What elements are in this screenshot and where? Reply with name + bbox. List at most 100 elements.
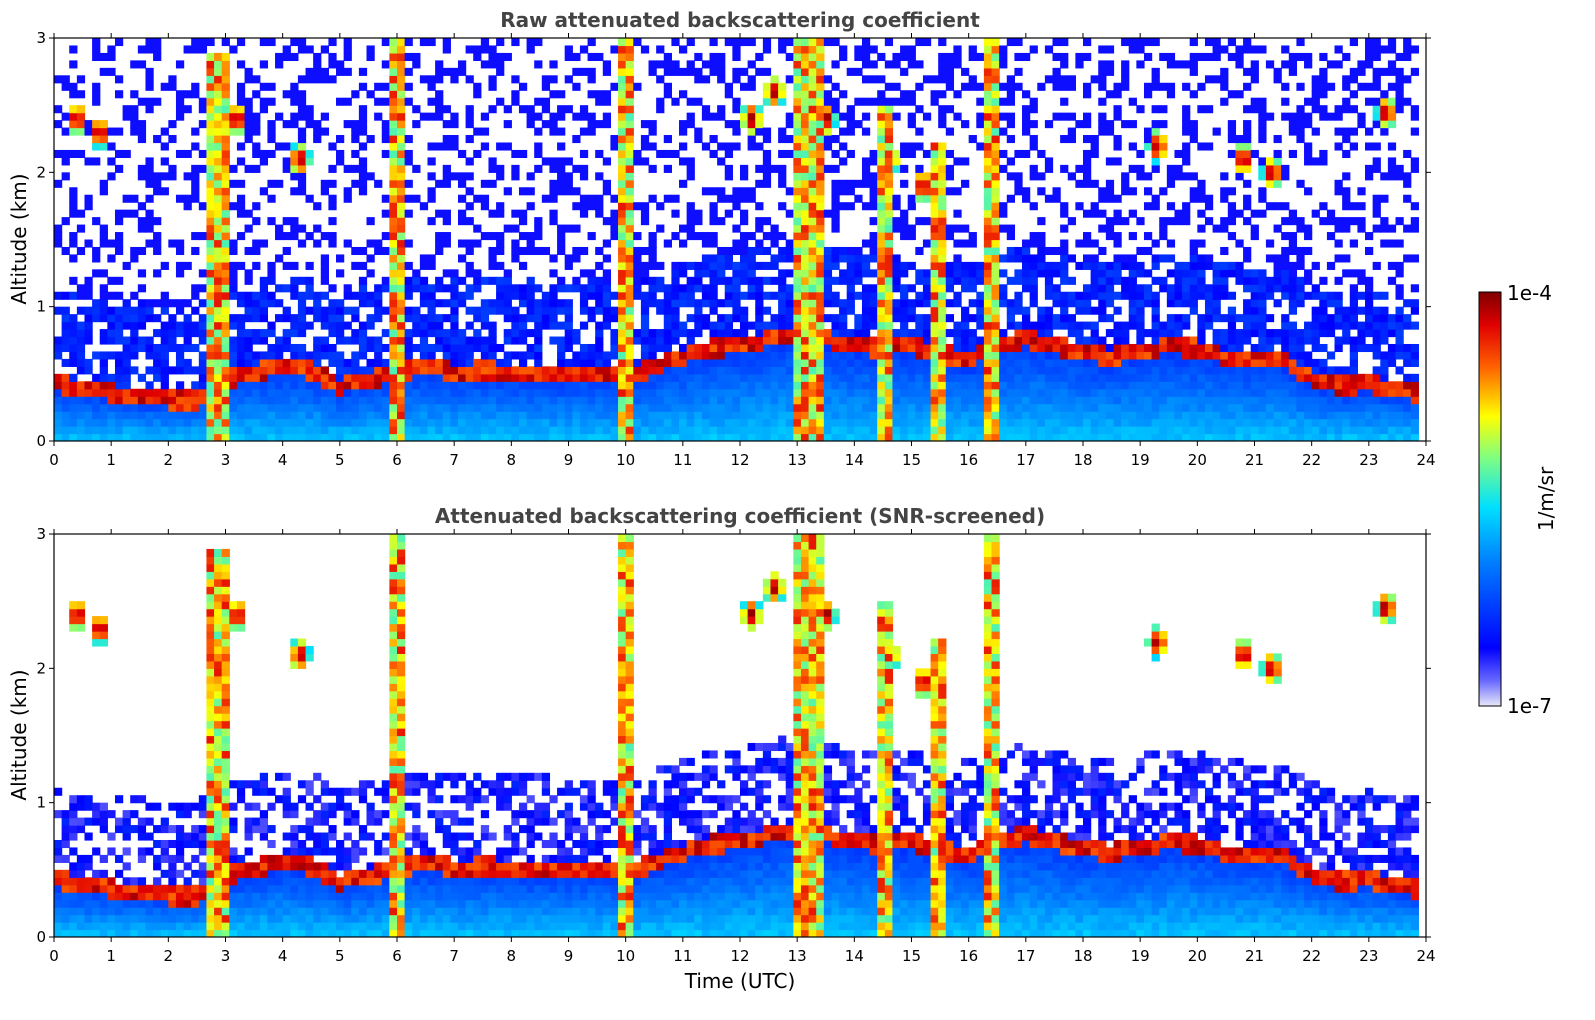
- heatmap-cell: [953, 381, 962, 390]
- heatmap-cell: [953, 157, 962, 166]
- heatmap-cell: [511, 38, 520, 47]
- heatmap-cell: [564, 52, 573, 61]
- heatmap-cell: [534, 336, 543, 345]
- heatmap-cell: [160, 351, 169, 360]
- heatmap-cell: [900, 142, 909, 151]
- heatmap-cell: [1006, 246, 1015, 256]
- heatmap-cell: [747, 366, 756, 375]
- heatmap-cell: [839, 411, 848, 420]
- heatmap-cell: [419, 299, 429, 308]
- heatmap-cell: [991, 343, 1000, 353]
- heatmap-cell: [1166, 179, 1176, 188]
- heatmap-cell: [1014, 254, 1023, 263]
- heatmap-cell: [724, 358, 733, 367]
- heatmap-cell: [130, 433, 139, 441]
- heatmap-cell: [351, 164, 360, 173]
- heatmap-cell: [861, 433, 871, 441]
- heatmap-cell: [1166, 381, 1176, 390]
- heatmap-cell: [457, 366, 467, 375]
- heatmap-cell: [915, 291, 924, 300]
- heatmap-cell: [1128, 314, 1137, 323]
- heatmap-cell: [831, 403, 840, 412]
- heatmap-cell: [1121, 291, 1130, 300]
- heatmap-cell: [1067, 112, 1076, 121]
- heatmap-cell: [389, 209, 398, 218]
- heatmap-cell: [198, 336, 208, 345]
- heatmap-cell: [107, 351, 116, 360]
- heatmap-cell: [785, 112, 794, 121]
- heatmap-cell: [1006, 157, 1015, 166]
- heatmap-cell: [618, 269, 627, 278]
- heatmap-cell: [618, 202, 627, 211]
- heatmap-cell: [900, 306, 909, 315]
- heatmap-cell: [922, 403, 932, 412]
- heatmap-cell: [915, 351, 924, 360]
- heatmap-cell: [336, 135, 345, 144]
- heatmap-cell: [930, 366, 939, 375]
- heatmap-cell: [175, 105, 185, 114]
- heatmap-cell: [1143, 284, 1153, 293]
- heatmap-cell: [503, 284, 512, 293]
- heatmap-cell: [1006, 321, 1015, 330]
- heatmap-cell: [648, 127, 657, 136]
- heatmap-cell: [404, 306, 413, 315]
- heatmap-cell: [953, 366, 962, 375]
- heatmap-cell: [518, 314, 528, 323]
- heatmap-cell: [1182, 105, 1191, 114]
- heatmap-cell: [717, 373, 726, 382]
- heatmap-cell: [267, 291, 276, 300]
- heatmap-cell: [1075, 411, 1084, 420]
- heatmap-cell: [168, 239, 177, 248]
- heatmap-cell: [800, 202, 810, 211]
- heatmap-cell: [922, 396, 932, 405]
- heatmap-cell: [450, 396, 459, 405]
- heatmap-cell: [175, 90, 185, 99]
- heatmap-cell: [991, 232, 1000, 241]
- heatmap-cell: [740, 194, 749, 203]
- heatmap-cell: [717, 396, 726, 405]
- heatmap-cell: [69, 403, 78, 412]
- heatmap-cell: [999, 343, 1008, 353]
- heatmap-cell: [618, 403, 627, 412]
- heatmap-cell: [358, 388, 368, 397]
- heatmap-cell: [518, 433, 528, 441]
- heatmap-cell: [618, 284, 627, 293]
- heatmap-cell: [1006, 299, 1015, 308]
- heatmap-cell: [945, 314, 955, 323]
- heatmap-cell: [107, 172, 116, 181]
- heatmap-cell: [305, 261, 314, 270]
- heatmap-cell: [618, 97, 627, 106]
- heatmap-cell: [206, 351, 215, 360]
- heatmap-cell: [686, 373, 695, 382]
- heatmap-cell: [1143, 142, 1153, 151]
- heatmap-cell: [61, 82, 70, 91]
- heatmap-cell: [572, 112, 581, 121]
- heatmap-cell: [800, 67, 810, 76]
- heatmap-cell: [465, 75, 474, 84]
- heatmap-cell: [419, 254, 429, 263]
- heatmap-cell: [275, 418, 284, 427]
- heatmap-cell: [412, 314, 421, 323]
- heatmap-cell: [534, 127, 543, 136]
- heatmap-cell: [419, 411, 429, 420]
- heatmap-cell: [328, 179, 337, 188]
- heatmap-cell: [488, 164, 497, 173]
- heatmap-cell: [214, 276, 223, 285]
- heatmap-cell: [663, 351, 672, 360]
- heatmap-cell: [1136, 261, 1145, 270]
- heatmap-cell: [503, 366, 512, 375]
- heatmap-cell: [435, 314, 444, 323]
- heatmap-cell: [701, 358, 711, 367]
- heatmap-cell: [221, 366, 230, 375]
- heatmap-cell: [1113, 403, 1122, 412]
- heatmap-cell: [351, 120, 360, 129]
- heatmap-cell: [656, 224, 665, 233]
- heatmap-cell: [328, 239, 337, 248]
- heatmap-cell: [457, 329, 467, 338]
- heatmap-cell: [191, 329, 200, 338]
- heatmap-cell: [625, 97, 634, 106]
- heatmap-cell: [823, 127, 833, 136]
- heatmap-cell: [290, 418, 299, 427]
- heatmap-cell: [1189, 291, 1198, 300]
- heatmap-cell: [389, 232, 398, 241]
